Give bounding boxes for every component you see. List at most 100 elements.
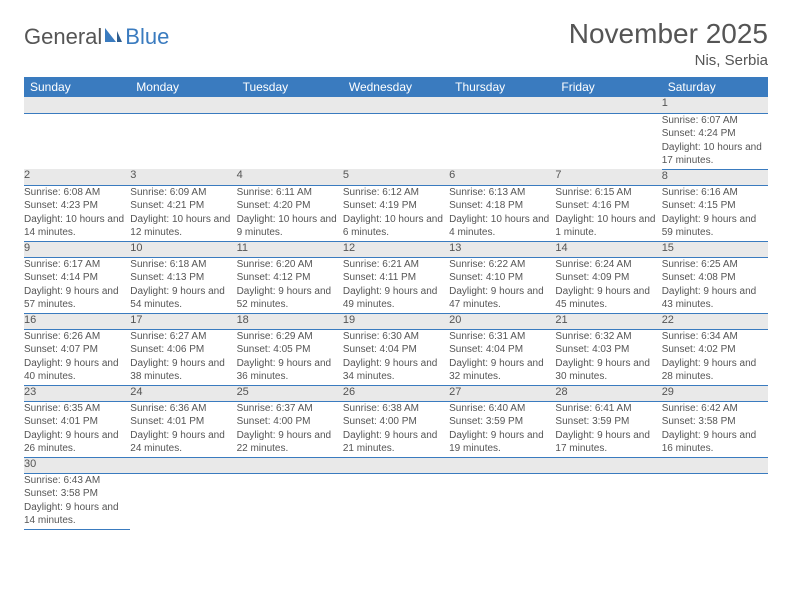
day-detail: Sunrise: 6:38 AMSunset: 4:00 PMDaylight:…	[343, 401, 449, 457]
day-number	[555, 457, 661, 473]
day-detail: Sunrise: 6:40 AMSunset: 3:59 PMDaylight:…	[449, 401, 555, 457]
day-number: 27	[449, 385, 555, 401]
day-detail	[662, 473, 768, 529]
day-detail: Sunrise: 6:25 AMSunset: 4:08 PMDaylight:…	[662, 257, 768, 313]
day-number-row: 9101112131415	[24, 241, 768, 257]
day-number: 23	[24, 385, 130, 401]
day-number: 8	[662, 169, 768, 185]
day-detail	[449, 473, 555, 529]
day-detail: Sunrise: 6:35 AMSunset: 4:01 PMDaylight:…	[24, 401, 130, 457]
day-detail	[343, 113, 449, 169]
day-detail: Sunrise: 6:08 AMSunset: 4:23 PMDaylight:…	[24, 185, 130, 241]
calendar-table: Sunday Monday Tuesday Wednesday Thursday…	[24, 77, 768, 530]
day-number: 5	[343, 169, 449, 185]
day-number: 14	[555, 241, 661, 257]
location: Nis, Serbia	[569, 52, 768, 69]
day-detail: Sunrise: 6:36 AMSunset: 4:01 PMDaylight:…	[130, 401, 236, 457]
day-detail	[24, 113, 130, 169]
day-number: 6	[449, 169, 555, 185]
day-number	[662, 457, 768, 473]
day-detail: Sunrise: 6:42 AMSunset: 3:58 PMDaylight:…	[662, 401, 768, 457]
day-detail	[237, 473, 343, 529]
day-number: 3	[130, 169, 236, 185]
day-number	[449, 97, 555, 113]
day-number: 26	[343, 385, 449, 401]
day-detail: Sunrise: 6:13 AMSunset: 4:18 PMDaylight:…	[449, 185, 555, 241]
day-number	[130, 97, 236, 113]
day-detail: Sunrise: 6:11 AMSunset: 4:20 PMDaylight:…	[237, 185, 343, 241]
day-number: 19	[343, 313, 449, 329]
day-detail: Sunrise: 6:30 AMSunset: 4:04 PMDaylight:…	[343, 329, 449, 385]
day-detail: Sunrise: 6:43 AMSunset: 3:58 PMDaylight:…	[24, 473, 130, 529]
day-number-row: 23242526272829	[24, 385, 768, 401]
day-detail: Sunrise: 6:21 AMSunset: 4:11 PMDaylight:…	[343, 257, 449, 313]
day-number: 29	[662, 385, 768, 401]
day-number	[555, 97, 661, 113]
day-detail: Sunrise: 6:09 AMSunset: 4:21 PMDaylight:…	[130, 185, 236, 241]
day-detail: Sunrise: 6:24 AMSunset: 4:09 PMDaylight:…	[555, 257, 661, 313]
day-detail-row: Sunrise: 6:26 AMSunset: 4:07 PMDaylight:…	[24, 329, 768, 385]
day-number: 11	[237, 241, 343, 257]
day-detail-row: Sunrise: 6:08 AMSunset: 4:23 PMDaylight:…	[24, 185, 768, 241]
day-number: 16	[24, 313, 130, 329]
day-detail	[555, 113, 661, 169]
day-detail: Sunrise: 6:32 AMSunset: 4:03 PMDaylight:…	[555, 329, 661, 385]
day-detail: Sunrise: 6:26 AMSunset: 4:07 PMDaylight:…	[24, 329, 130, 385]
day-number: 21	[555, 313, 661, 329]
day-number: 9	[24, 241, 130, 257]
day-header: Friday	[555, 77, 661, 97]
day-detail: Sunrise: 6:18 AMSunset: 4:13 PMDaylight:…	[130, 257, 236, 313]
day-number	[449, 457, 555, 473]
day-number: 30	[24, 457, 130, 473]
day-detail	[130, 113, 236, 169]
day-header: Tuesday	[237, 77, 343, 97]
day-number	[24, 97, 130, 113]
day-number-row: 2345678	[24, 169, 768, 185]
day-detail: Sunrise: 6:12 AMSunset: 4:19 PMDaylight:…	[343, 185, 449, 241]
logo: General Blue	[24, 24, 169, 50]
title-block: November 2025 Nis, Serbia	[569, 18, 768, 69]
day-number	[237, 457, 343, 473]
day-detail	[130, 473, 236, 529]
day-number-row: 16171819202122	[24, 313, 768, 329]
day-number: 13	[449, 241, 555, 257]
month-title: November 2025	[569, 18, 768, 50]
day-header-row: Sunday Monday Tuesday Wednesday Thursday…	[24, 77, 768, 97]
day-number: 18	[237, 313, 343, 329]
day-number: 20	[449, 313, 555, 329]
day-detail: Sunrise: 6:31 AMSunset: 4:04 PMDaylight:…	[449, 329, 555, 385]
day-detail	[555, 473, 661, 529]
day-detail: Sunrise: 6:07 AMSunset: 4:24 PMDaylight:…	[662, 113, 768, 169]
day-detail: Sunrise: 6:17 AMSunset: 4:14 PMDaylight:…	[24, 257, 130, 313]
sail-icon	[103, 24, 123, 50]
logo-text-2: Blue	[125, 24, 169, 50]
header: General Blue November 2025 Nis, Serbia	[24, 18, 768, 69]
day-number	[130, 457, 236, 473]
day-header: Wednesday	[343, 77, 449, 97]
day-detail: Sunrise: 6:16 AMSunset: 4:15 PMDaylight:…	[662, 185, 768, 241]
day-number	[343, 97, 449, 113]
day-detail: Sunrise: 6:37 AMSunset: 4:00 PMDaylight:…	[237, 401, 343, 457]
day-detail: Sunrise: 6:27 AMSunset: 4:06 PMDaylight:…	[130, 329, 236, 385]
day-detail: Sunrise: 6:29 AMSunset: 4:05 PMDaylight:…	[237, 329, 343, 385]
day-number: 10	[130, 241, 236, 257]
day-detail: Sunrise: 6:41 AMSunset: 3:59 PMDaylight:…	[555, 401, 661, 457]
day-number: 2	[24, 169, 130, 185]
day-header: Monday	[130, 77, 236, 97]
day-detail: Sunrise: 6:15 AMSunset: 4:16 PMDaylight:…	[555, 185, 661, 241]
day-number: 22	[662, 313, 768, 329]
day-number: 4	[237, 169, 343, 185]
day-detail-row: Sunrise: 6:07 AMSunset: 4:24 PMDaylight:…	[24, 113, 768, 169]
day-number	[237, 97, 343, 113]
day-detail: Sunrise: 6:20 AMSunset: 4:12 PMDaylight:…	[237, 257, 343, 313]
calendar-page: General Blue November 2025 Nis, Serbia S…	[0, 0, 792, 548]
day-number: 12	[343, 241, 449, 257]
day-detail-row: Sunrise: 6:35 AMSunset: 4:01 PMDaylight:…	[24, 401, 768, 457]
day-number: 7	[555, 169, 661, 185]
day-number	[343, 457, 449, 473]
day-detail-row: Sunrise: 6:43 AMSunset: 3:58 PMDaylight:…	[24, 473, 768, 529]
logo-text-1: General	[24, 24, 102, 50]
day-detail: Sunrise: 6:22 AMSunset: 4:10 PMDaylight:…	[449, 257, 555, 313]
day-number: 24	[130, 385, 236, 401]
day-header: Thursday	[449, 77, 555, 97]
